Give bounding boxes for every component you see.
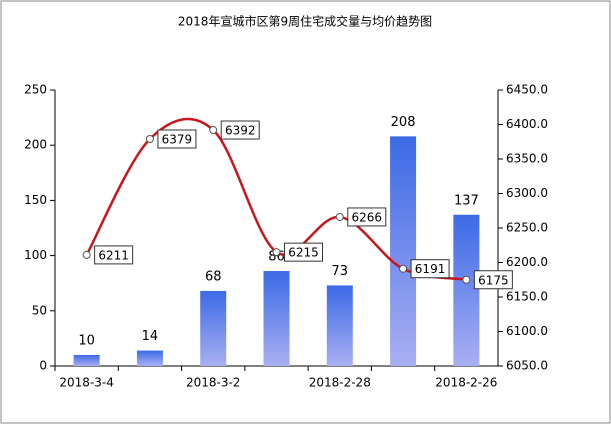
y2-tick-label: 6350.0 — [506, 152, 548, 166]
line-point — [145, 134, 154, 143]
x-tick-label: 2018-2-28 — [309, 376, 371, 390]
label-box — [157, 129, 197, 149]
bar-label: 14 — [142, 329, 159, 344]
line-point — [462, 275, 471, 284]
line-label: 6392 — [225, 124, 256, 138]
bar-label: 73 — [332, 264, 349, 279]
line-label: 6215 — [288, 246, 319, 260]
line-point — [399, 264, 408, 273]
x-tick-label: 2018-3-4 — [59, 376, 113, 390]
bar — [390, 136, 417, 366]
line-label: 6175 — [478, 273, 509, 287]
y2-tick-label: 6450.0 — [506, 83, 548, 97]
y2-tick-label: 6250.0 — [506, 221, 548, 235]
label-box — [473, 270, 513, 290]
bar-label: 10 — [78, 333, 95, 348]
line-label: 6379 — [162, 132, 193, 146]
line-point — [335, 212, 344, 221]
y2-tick-label: 6150.0 — [506, 290, 548, 304]
y-tick-label: 250 — [24, 83, 47, 97]
bar — [200, 290, 227, 366]
bar — [73, 354, 100, 366]
chart-title: 2018年宣城市区第9周住宅成交量与均价趋势图 — [178, 14, 432, 29]
y2-tick-label: 6200.0 — [506, 255, 548, 269]
label-box — [220, 120, 260, 140]
line-label: 6211 — [98, 248, 129, 262]
bar — [326, 285, 353, 366]
label-box — [94, 245, 134, 265]
bar — [453, 214, 480, 366]
y2-tick-label: 6400.0 — [506, 117, 548, 131]
line-label: 6191 — [415, 262, 446, 276]
label-box — [410, 259, 450, 279]
bar-label: 68 — [205, 269, 222, 284]
y2-tick-label: 6100.0 — [506, 324, 548, 338]
bar-label: 208 — [391, 115, 416, 130]
y-tick-label: 100 — [24, 248, 47, 262]
line-point — [272, 248, 281, 257]
label-box — [284, 242, 323, 262]
line-point — [209, 126, 218, 135]
bar — [136, 350, 163, 366]
y-tick-label: 200 — [24, 138, 47, 152]
bar-label: 137 — [454, 193, 479, 208]
y-tick-label: 50 — [32, 303, 47, 317]
x-tick-label: 2018-2-26 — [435, 376, 497, 390]
y2-tick-label: 6050.0 — [506, 359, 548, 373]
bar — [263, 271, 290, 366]
y2-tick-label: 6300.0 — [506, 186, 548, 200]
x-tick-label: 2018-3-2 — [186, 376, 240, 390]
line-point — [82, 250, 91, 259]
y-tick-label: 0 — [39, 359, 47, 373]
label-box — [347, 207, 387, 227]
y-tick-label: 150 — [24, 193, 47, 207]
line-label: 6266 — [352, 210, 383, 224]
